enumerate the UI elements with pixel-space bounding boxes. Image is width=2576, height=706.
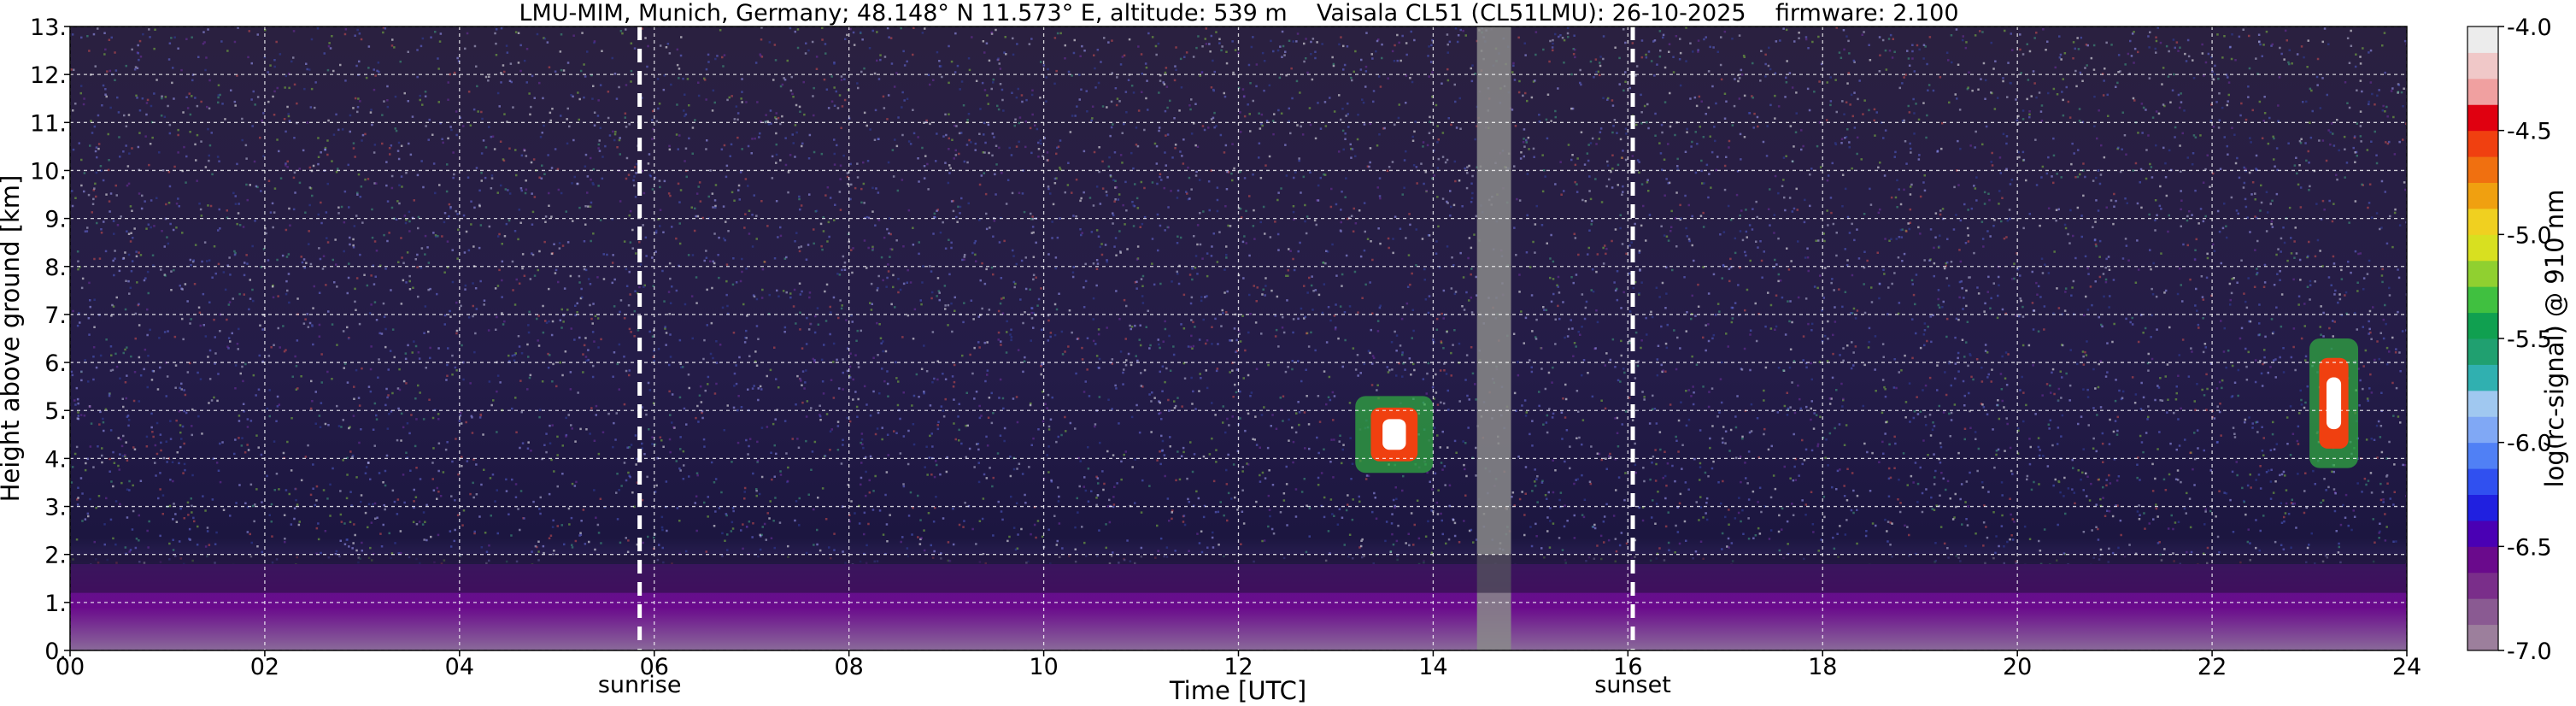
colorbar-segment: [2467, 390, 2498, 417]
colorbar-segment: [2467, 338, 2498, 365]
y-tick-label: 12.: [30, 62, 67, 89]
y-tick-label: 13.: [30, 15, 67, 41]
y-tick-label: 6.: [44, 350, 67, 377]
y-tick-label: 0.: [44, 638, 67, 665]
colorbar-segment: [2467, 234, 2498, 262]
x-tick-label: 22: [2198, 654, 2227, 680]
colorbar-segment: [2467, 442, 2498, 469]
colorbar-segment: [2467, 520, 2498, 547]
colorbar-tick-label: -6.0: [2507, 431, 2552, 457]
sun-labels: sunrise sunset: [598, 672, 1671, 698]
colorbar-title: log(rc-signal) @ 910 nm: [2540, 190, 2569, 488]
colorbar-segment: [2467, 260, 2498, 287]
colorbar-segment: [2467, 130, 2498, 157]
x-tick-label: 10: [1029, 654, 1058, 680]
y-tick-label: 11.: [30, 110, 67, 137]
colorbar-segment: [2467, 572, 2498, 599]
colorbar-segment: [2467, 312, 2498, 339]
cloud-peak: [2326, 377, 2342, 430]
y-tick-label: 2.: [44, 543, 67, 569]
y-axis: 0. 1. 2. 3. 4. 5. 6. 7. 8. 9. 10. 11. 12. 13.: [30, 15, 70, 665]
x-tick-label: 24: [2392, 654, 2421, 680]
sunset-label: sunset: [1594, 672, 1671, 698]
colorbar-segment: [2467, 52, 2498, 79]
colorbar-segment: [2467, 78, 2498, 105]
colorbar-segment: [2467, 598, 2498, 626]
colorbar-segment: [2467, 156, 2498, 183]
colorbar-segment: [2467, 494, 2498, 521]
colorbar-segment: [2467, 416, 2498, 444]
y-tick-label: 8.: [44, 255, 67, 281]
y-tick-label: 4.: [44, 446, 67, 473]
grid: [70, 26, 2407, 650]
colorbar-tick-label: -6.5: [2507, 534, 2552, 561]
x-tick-label: 00: [56, 654, 85, 680]
x-tick-label: 18: [1808, 654, 1837, 680]
colorbar-segment: [2467, 364, 2498, 391]
y-tick-label: 9.: [44, 207, 67, 233]
page-title: LMU-MIM, Munich, Germany; 48.148° N 11.5…: [519, 0, 1959, 26]
colorbar-segment: [2467, 286, 2498, 314]
colorbar-tick-label: -7.0: [2507, 638, 2552, 665]
x-tick-label: 20: [2003, 654, 2032, 680]
colorbar-segment: [2467, 104, 2498, 132]
sun-markers: [637, 26, 1635, 650]
colorbar-tick-label: -5.5: [2507, 327, 2552, 353]
colorbar-segment: [2467, 182, 2498, 209]
x-tick-label: 04: [445, 654, 474, 680]
colorbar-tick-label: -4.5: [2507, 119, 2552, 145]
cloud-peak: [1382, 419, 1406, 450]
y-tick-label: 1.: [44, 591, 67, 617]
sunrise-label: sunrise: [598, 672, 682, 698]
colorbar-segment: [2467, 208, 2498, 235]
x-tick-label: 06: [640, 654, 669, 680]
x-tick-label: 16: [1613, 654, 1642, 680]
x-axis: 00 02 04 06 08 10 12 14 16 18 20 22 24: [56, 650, 2421, 680]
instrument-gap: [1476, 26, 1511, 650]
x-axis-title: Time [UTC]: [1169, 676, 1306, 705]
colorbar-tick-label: -5.0: [2507, 222, 2552, 249]
colorbar-segment: [2467, 624, 2498, 651]
colorbar-segment: [2467, 468, 2498, 495]
y-axis-title: Height above ground [km]: [0, 175, 25, 503]
colorbar-segment: [2467, 26, 2498, 53]
x-tick-label: 02: [250, 654, 279, 680]
y-tick-label: 7.: [44, 303, 67, 329]
x-tick-label: 12: [1223, 654, 1253, 680]
colorbar-tick-label: -4.0: [2507, 15, 2552, 41]
colorbar-segment: [2467, 546, 2498, 574]
y-tick-label: 5.: [44, 398, 67, 425]
colorbar: -4.0 -4.5 -5.0 -5.5 -6.0 -6.5 -7.0: [2467, 15, 2552, 665]
y-tick-label: 10.: [30, 158, 67, 185]
x-tick-label: 14: [1418, 654, 1447, 680]
y-tick-label: 3.: [44, 495, 67, 521]
x-tick-label: 08: [834, 654, 863, 680]
